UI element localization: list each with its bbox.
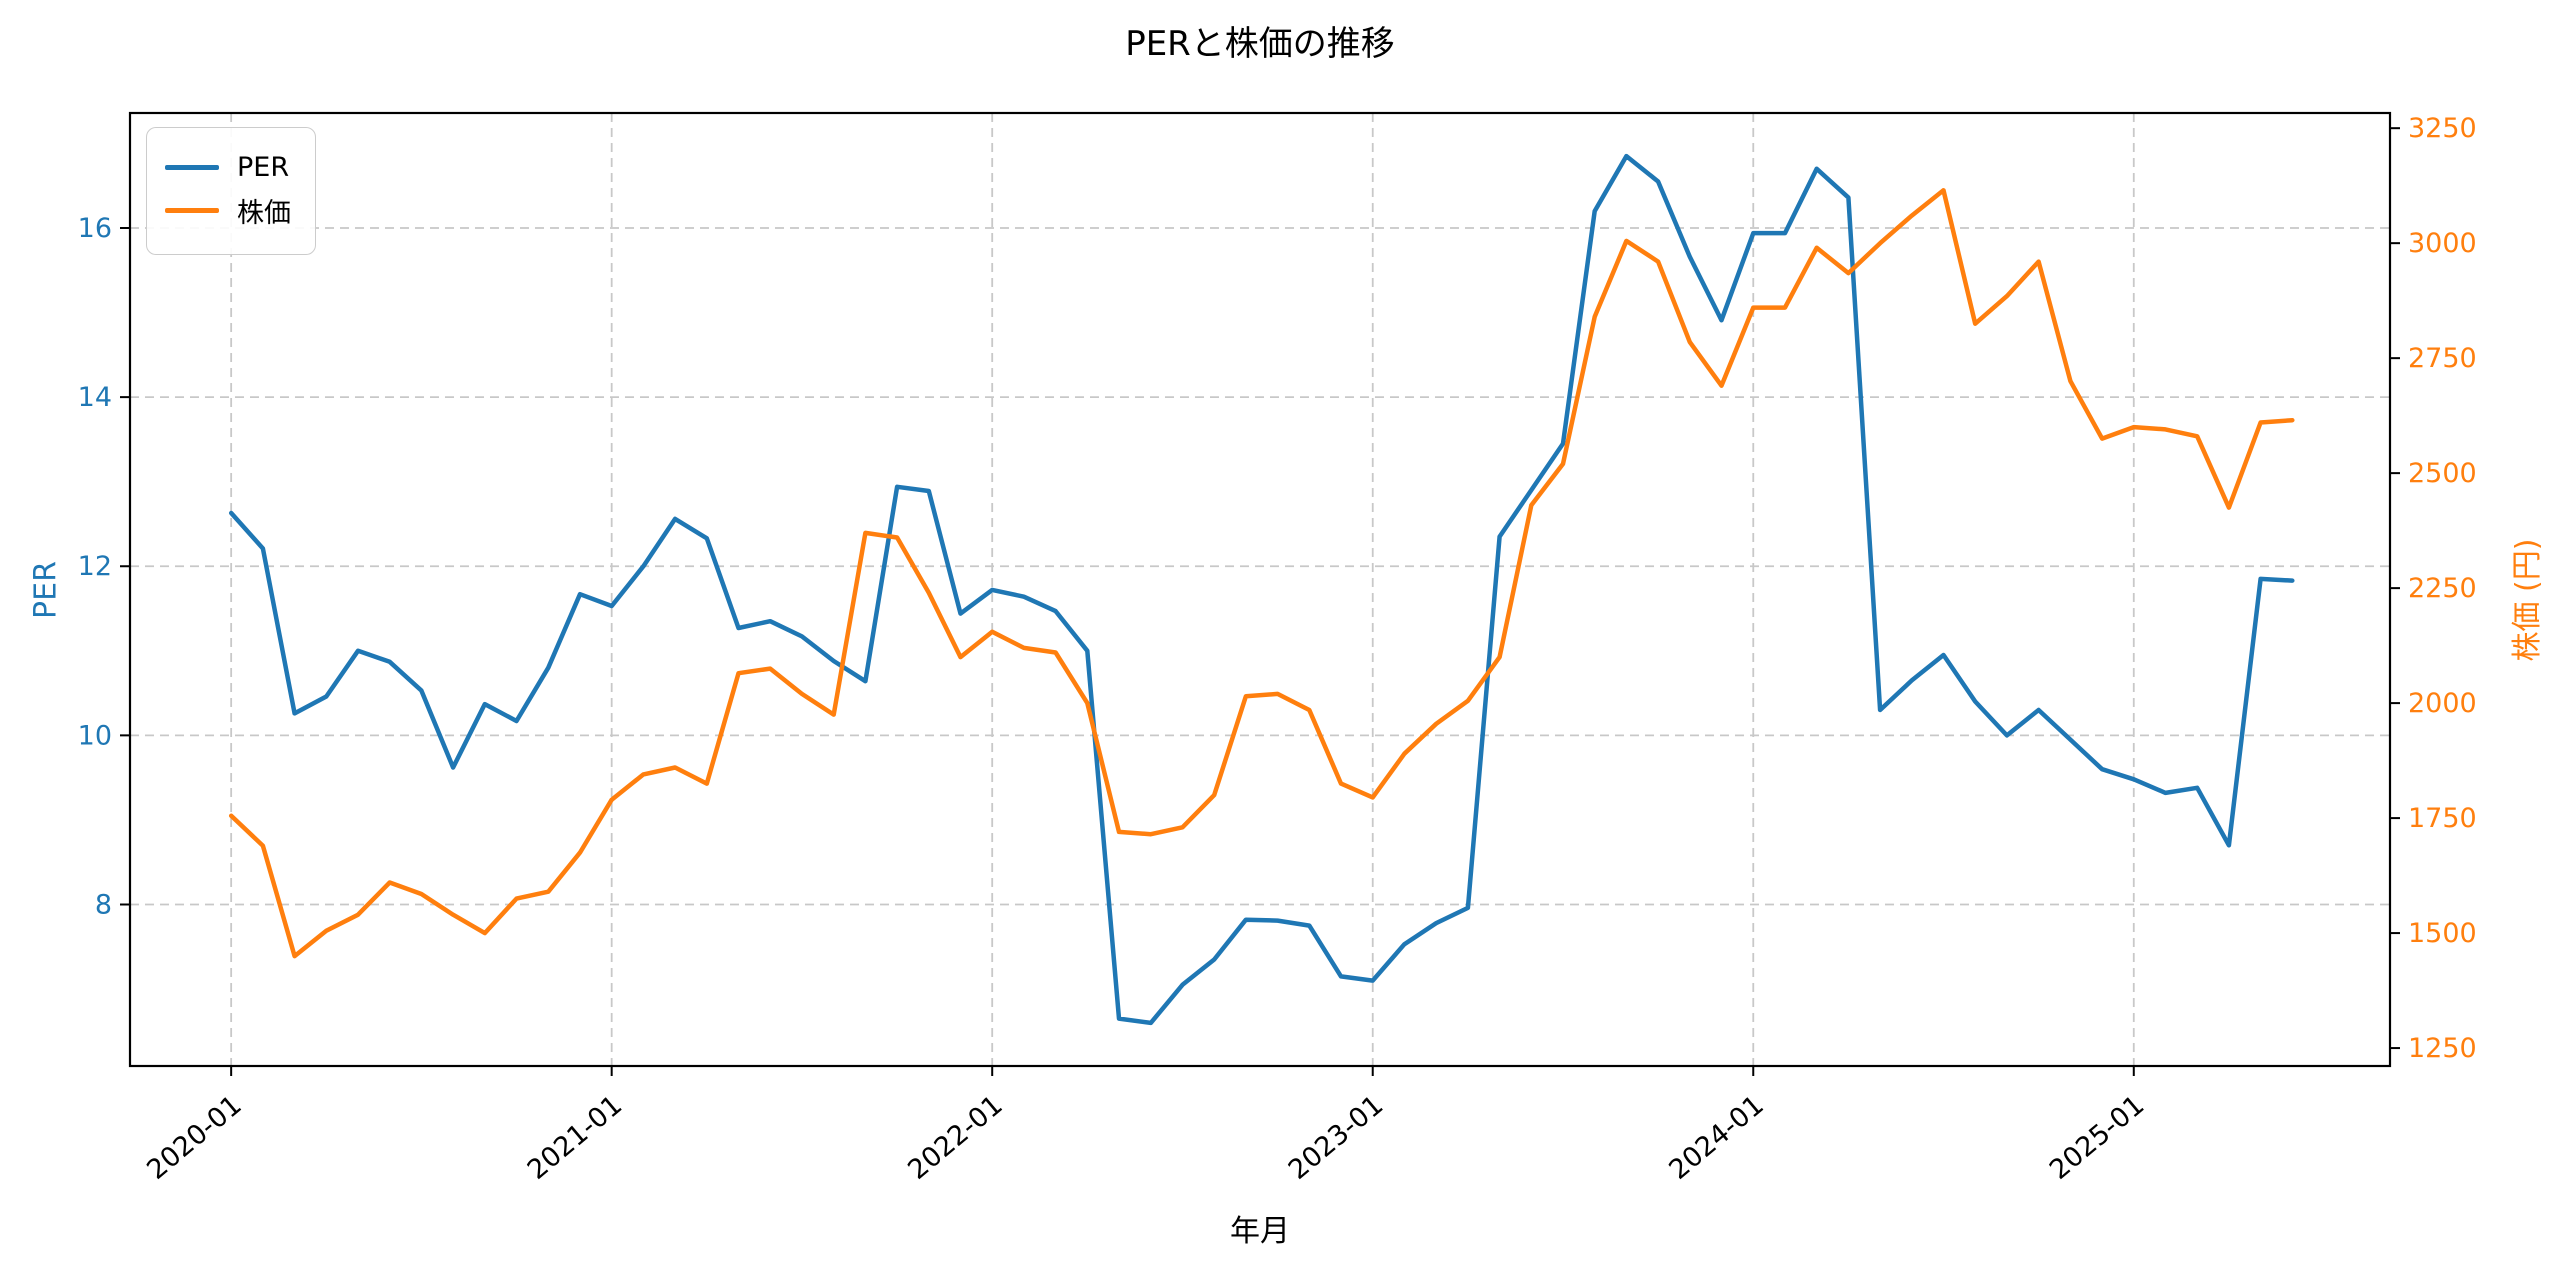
y-right-tick-label: 1750 bbox=[2408, 803, 2477, 834]
y-axis-title-left: PER bbox=[28, 561, 64, 619]
x-tick-label: 2023-01 bbox=[1283, 1090, 1389, 1186]
legend: PER 株価 bbox=[146, 127, 316, 255]
x-axis-title: 年月 bbox=[1230, 1214, 1290, 1249]
chart-title: PERと株価の推移 bbox=[1125, 24, 1395, 64]
y-left-tick-label: 8 bbox=[95, 889, 112, 920]
y-right-tick-label: 2250 bbox=[2408, 573, 2477, 604]
y-right-tick-label: 2750 bbox=[2408, 343, 2477, 374]
per-line bbox=[228, 153, 2295, 1026]
y-left-tick-label: 16 bbox=[78, 213, 112, 244]
x-tick-label: 2020-01 bbox=[141, 1090, 247, 1186]
y-axis-title-right: 株価 (円) bbox=[2510, 538, 2545, 662]
per-line-swatch bbox=[165, 165, 219, 170]
x-tick-label: 2022-01 bbox=[902, 1090, 1008, 1186]
y-right-tick-label: 3250 bbox=[2408, 113, 2477, 144]
price-line bbox=[228, 188, 2295, 959]
y-right-tick-label: 2500 bbox=[2408, 458, 2477, 489]
legend-item-price: 株価 bbox=[165, 191, 291, 230]
y-right-tick-label: 3000 bbox=[2408, 228, 2477, 259]
y-right-tick-label: 2000 bbox=[2408, 688, 2477, 719]
y-right-tick-label: 1500 bbox=[2408, 918, 2477, 949]
y-left-tick-label: 10 bbox=[78, 720, 112, 751]
legend-label-per: PER bbox=[237, 152, 290, 183]
y-left-tick-label: 14 bbox=[78, 382, 112, 413]
legend-item-per: PER bbox=[165, 152, 291, 183]
legend-label-price: 株価 bbox=[237, 198, 291, 229]
price-line-swatch bbox=[165, 208, 219, 213]
y-left-tick-label: 12 bbox=[78, 551, 112, 582]
x-tick-label: 2021-01 bbox=[522, 1090, 628, 1186]
x-tick-label: 2024-01 bbox=[1663, 1090, 1769, 1186]
x-tick-label: 2025-01 bbox=[2044, 1090, 2150, 1186]
plot-border bbox=[128, 111, 2392, 1068]
y-right-tick-label: 1250 bbox=[2408, 1033, 2477, 1064]
